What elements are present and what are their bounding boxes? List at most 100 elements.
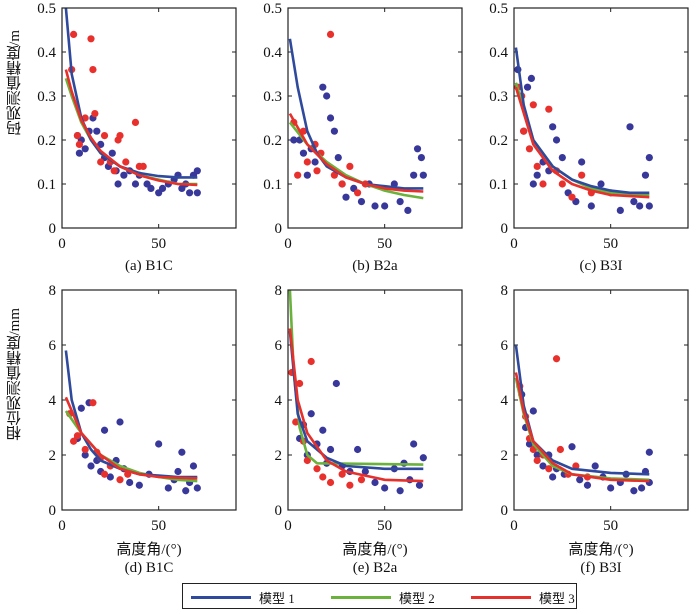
point-red <box>110 167 118 175</box>
point-blue <box>419 171 427 179</box>
data-layer <box>288 30 427 214</box>
legend-label-model1: 模型 1 <box>259 591 295 606</box>
point-red <box>326 30 335 38</box>
point-red <box>545 105 553 113</box>
y-tick-label: 8 <box>49 283 57 299</box>
point-blue <box>354 445 362 454</box>
point-red <box>75 140 83 148</box>
x-tick-label: 0 <box>58 236 66 252</box>
subplot-d: 0 2 4 6 8 0 50 <box>49 283 237 534</box>
point-red <box>346 162 354 170</box>
point-blue <box>552 136 561 144</box>
caption-e: (e) B2a <box>352 560 398 576</box>
point-blue <box>81 451 89 459</box>
point-blue <box>189 462 198 470</box>
point-blue <box>371 478 379 487</box>
point-blue <box>630 198 638 206</box>
point-blue <box>549 123 557 131</box>
point-blue <box>87 462 95 470</box>
point-blue <box>645 448 653 456</box>
point-blue <box>527 74 536 82</box>
data-layer <box>288 290 427 495</box>
point-blue <box>126 478 134 487</box>
x-tick-label: 50 <box>603 236 618 252</box>
y-tick-label: 0.1 <box>37 177 56 193</box>
point-blue <box>303 171 311 179</box>
point-blue <box>404 206 412 214</box>
subplot-a: 0 0.1 0.2 0.3 0.4 0.5 0 50 <box>37 1 237 252</box>
point-red <box>100 470 109 478</box>
y-tick-label: 8 <box>275 283 283 299</box>
point-blue <box>525 440 534 448</box>
legend: 模型 1 模型 2 模型 3 <box>182 583 577 609</box>
point-blue <box>597 180 605 188</box>
curve-model1 <box>514 47 650 195</box>
point-red <box>139 162 147 170</box>
y-tick-label: 4 <box>275 393 283 409</box>
point-blue <box>326 114 335 122</box>
y-tick-label: 0.2 <box>37 133 56 149</box>
axes-frame <box>61 289 237 511</box>
point-blue <box>178 448 186 456</box>
point-blue <box>630 487 638 495</box>
point-blue <box>578 158 586 166</box>
point-blue <box>549 473 557 481</box>
point-blue <box>396 487 404 495</box>
y-tick-label: 2 <box>49 448 57 464</box>
point-blue <box>539 462 547 470</box>
point-blue <box>415 481 424 489</box>
x-tick-label: 0 <box>284 518 292 534</box>
point-blue <box>131 180 140 188</box>
point-red <box>354 189 362 197</box>
axes-frame <box>513 7 689 229</box>
point-red <box>552 355 561 363</box>
y-tick-label: 0.4 <box>263 45 282 61</box>
y-tick-label: 0.3 <box>37 89 56 105</box>
y-tick-label: 0.2 <box>489 133 508 149</box>
point-blue <box>114 180 122 188</box>
point-blue <box>529 407 537 415</box>
point-red <box>81 445 89 454</box>
point-blue <box>97 140 105 148</box>
y-tick-label: 6 <box>275 338 283 354</box>
curve-model3 <box>288 112 424 193</box>
x-tick-label: 0 <box>284 236 292 252</box>
point-blue <box>523 83 532 91</box>
point-blue <box>319 426 327 434</box>
point-blue <box>81 145 89 153</box>
point-blue <box>641 171 650 179</box>
point-red <box>303 158 311 166</box>
point-red <box>556 445 565 454</box>
point-blue <box>155 440 163 448</box>
point-red <box>89 66 97 74</box>
point-red <box>70 437 78 445</box>
y-tick-label: 0 <box>275 221 283 237</box>
point-red <box>97 158 105 166</box>
point-blue <box>645 202 653 210</box>
data-layer <box>514 344 653 495</box>
curve-model1 <box>288 38 424 190</box>
point-red <box>545 465 553 473</box>
y-tick-label: 0 <box>275 503 283 519</box>
point-red <box>91 110 99 118</box>
point-red <box>533 456 541 465</box>
point-red <box>539 180 547 188</box>
subplot-e: 0 2 4 6 8 0 50 <box>275 283 463 534</box>
point-red <box>303 456 311 465</box>
point-red <box>89 399 97 407</box>
axes-frame <box>287 289 463 511</box>
point-blue <box>419 454 427 462</box>
point-red <box>87 35 95 43</box>
x-tick-label: 0 <box>510 236 518 252</box>
axes-frame <box>513 289 689 511</box>
point-blue <box>182 487 190 495</box>
point-blue <box>410 440 418 448</box>
point-red <box>330 171 338 179</box>
curve-model3 <box>288 328 424 483</box>
legend-line-model3 <box>471 596 531 599</box>
point-blue <box>135 481 143 489</box>
y-tick-label: 0.5 <box>489 1 508 17</box>
point-blue <box>158 184 167 192</box>
point-blue <box>361 467 369 476</box>
